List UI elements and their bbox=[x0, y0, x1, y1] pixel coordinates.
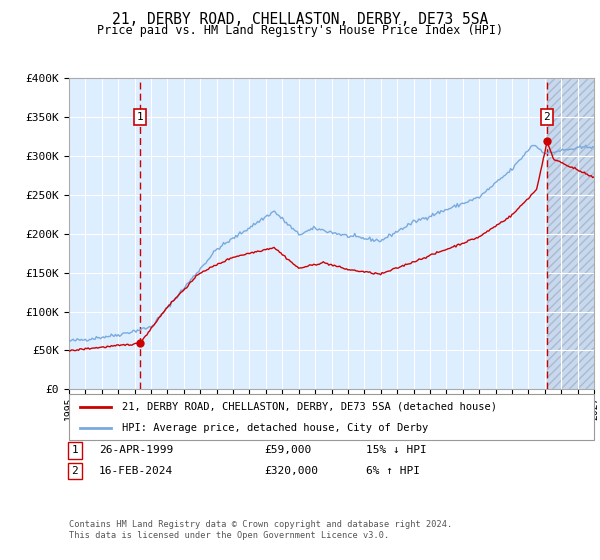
Text: £59,000: £59,000 bbox=[264, 445, 311, 455]
Bar bbox=[140, 78, 547, 389]
Text: 16-FEB-2024: 16-FEB-2024 bbox=[99, 466, 173, 476]
Text: HPI: Average price, detached house, City of Derby: HPI: Average price, detached house, City… bbox=[121, 423, 428, 433]
Text: Contains HM Land Registry data © Crown copyright and database right 2024.: Contains HM Land Registry data © Crown c… bbox=[69, 520, 452, 529]
Text: 26-APR-1999: 26-APR-1999 bbox=[99, 445, 173, 455]
Bar bbox=[69, 78, 140, 389]
Text: 2: 2 bbox=[71, 466, 79, 476]
Text: £320,000: £320,000 bbox=[264, 466, 318, 476]
Text: 15% ↓ HPI: 15% ↓ HPI bbox=[366, 445, 427, 455]
Text: 21, DERBY ROAD, CHELLASTON, DERBY, DE73 5SA (detached house): 21, DERBY ROAD, CHELLASTON, DERBY, DE73 … bbox=[121, 402, 497, 412]
Text: 1: 1 bbox=[71, 445, 79, 455]
Text: This data is licensed under the Open Government Licence v3.0.: This data is licensed under the Open Gov… bbox=[69, 531, 389, 540]
Text: 21, DERBY ROAD, CHELLASTON, DERBY, DE73 5SA: 21, DERBY ROAD, CHELLASTON, DERBY, DE73 … bbox=[112, 12, 488, 27]
Text: 2: 2 bbox=[544, 112, 550, 122]
Bar bbox=[547, 78, 594, 389]
Text: Price paid vs. HM Land Registry's House Price Index (HPI): Price paid vs. HM Land Registry's House … bbox=[97, 24, 503, 36]
Text: 1: 1 bbox=[137, 112, 143, 122]
Text: 6% ↑ HPI: 6% ↑ HPI bbox=[366, 466, 420, 476]
FancyBboxPatch shape bbox=[69, 394, 594, 440]
Bar bbox=[547, 78, 594, 389]
